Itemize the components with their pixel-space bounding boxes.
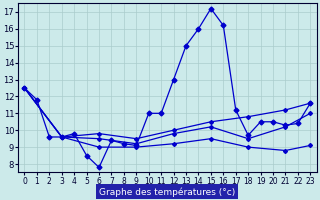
X-axis label: Graphe des températures (°c): Graphe des températures (°c) (99, 187, 236, 197)
